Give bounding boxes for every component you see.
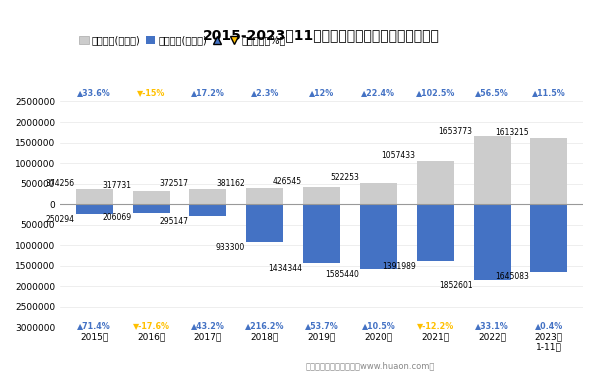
Text: 206069: 206069 (102, 213, 132, 222)
Title: 2015-2023年11月深圳前海综合保税区进、出口额: 2015-2023年11月深圳前海综合保税区进、出口额 (203, 28, 440, 42)
Text: 426545: 426545 (273, 177, 302, 186)
Bar (76, 189, 112, 204)
Text: ▲56.5%: ▲56.5% (475, 88, 509, 96)
Text: 381162: 381162 (216, 179, 245, 188)
Text: 1391989: 1391989 (382, 262, 416, 271)
Text: 295147: 295147 (159, 217, 188, 226)
Text: 933300: 933300 (216, 243, 245, 252)
Text: 制图：华经产业研究院（www.huaon.com）: 制图：华经产业研究院（www.huaon.com） (306, 361, 435, 370)
Text: ▼-17.6%: ▼-17.6% (133, 321, 170, 330)
Text: ▲102.5%: ▲102.5% (416, 88, 455, 96)
Bar (133, 204, 169, 212)
Text: ▲53.7%: ▲53.7% (304, 321, 338, 330)
Text: ▲33.1%: ▲33.1% (475, 321, 509, 330)
Bar (76, 204, 112, 214)
Bar (303, 187, 340, 204)
Text: ▲33.6%: ▲33.6% (77, 88, 111, 96)
Text: 250294: 250294 (45, 215, 75, 224)
Bar (530, 138, 568, 204)
Bar (530, 204, 568, 272)
Bar (360, 204, 397, 269)
Text: 1613215: 1613215 (496, 128, 529, 137)
Bar (360, 183, 397, 204)
Text: 1057433: 1057433 (382, 151, 416, 160)
Text: 1434344: 1434344 (268, 264, 302, 273)
Text: 522253: 522253 (330, 173, 359, 182)
Text: 317731: 317731 (102, 181, 132, 190)
Bar (190, 204, 227, 216)
Text: 1653773: 1653773 (438, 127, 472, 136)
Text: ▲2.3%: ▲2.3% (251, 88, 279, 96)
Text: 1852601: 1852601 (439, 281, 472, 290)
Text: ▲22.4%: ▲22.4% (361, 88, 395, 96)
Text: ▲0.4%: ▲0.4% (535, 321, 563, 330)
Bar (303, 204, 340, 263)
Bar (417, 161, 454, 204)
Bar (246, 188, 283, 204)
Bar (474, 136, 511, 204)
Text: 1645083: 1645083 (495, 272, 529, 281)
Bar (474, 204, 511, 280)
Text: ▲216.2%: ▲216.2% (245, 321, 285, 330)
Text: 1585440: 1585440 (325, 270, 359, 279)
Text: ▲71.4%: ▲71.4% (77, 321, 111, 330)
Text: ▲12%: ▲12% (309, 88, 334, 96)
Text: ▼-12.2%: ▼-12.2% (417, 321, 454, 330)
Text: ▲43.2%: ▲43.2% (191, 321, 225, 330)
Text: 374256: 374256 (45, 179, 75, 188)
Text: 372517: 372517 (159, 179, 188, 188)
Text: ▲10.5%: ▲10.5% (362, 321, 395, 330)
Bar (190, 189, 227, 204)
Bar (133, 191, 169, 204)
Text: ▲17.2%: ▲17.2% (191, 88, 225, 96)
Text: ▼-15%: ▼-15% (137, 88, 165, 96)
Bar (417, 204, 454, 261)
Bar (246, 204, 283, 242)
Text: ▲11.5%: ▲11.5% (532, 88, 566, 96)
Legend: 出口总额(万美元), 进口总额(万美元), , 同比增速（%）: 出口总额(万美元), 进口总额(万美元), , 同比增速（%） (75, 32, 290, 49)
